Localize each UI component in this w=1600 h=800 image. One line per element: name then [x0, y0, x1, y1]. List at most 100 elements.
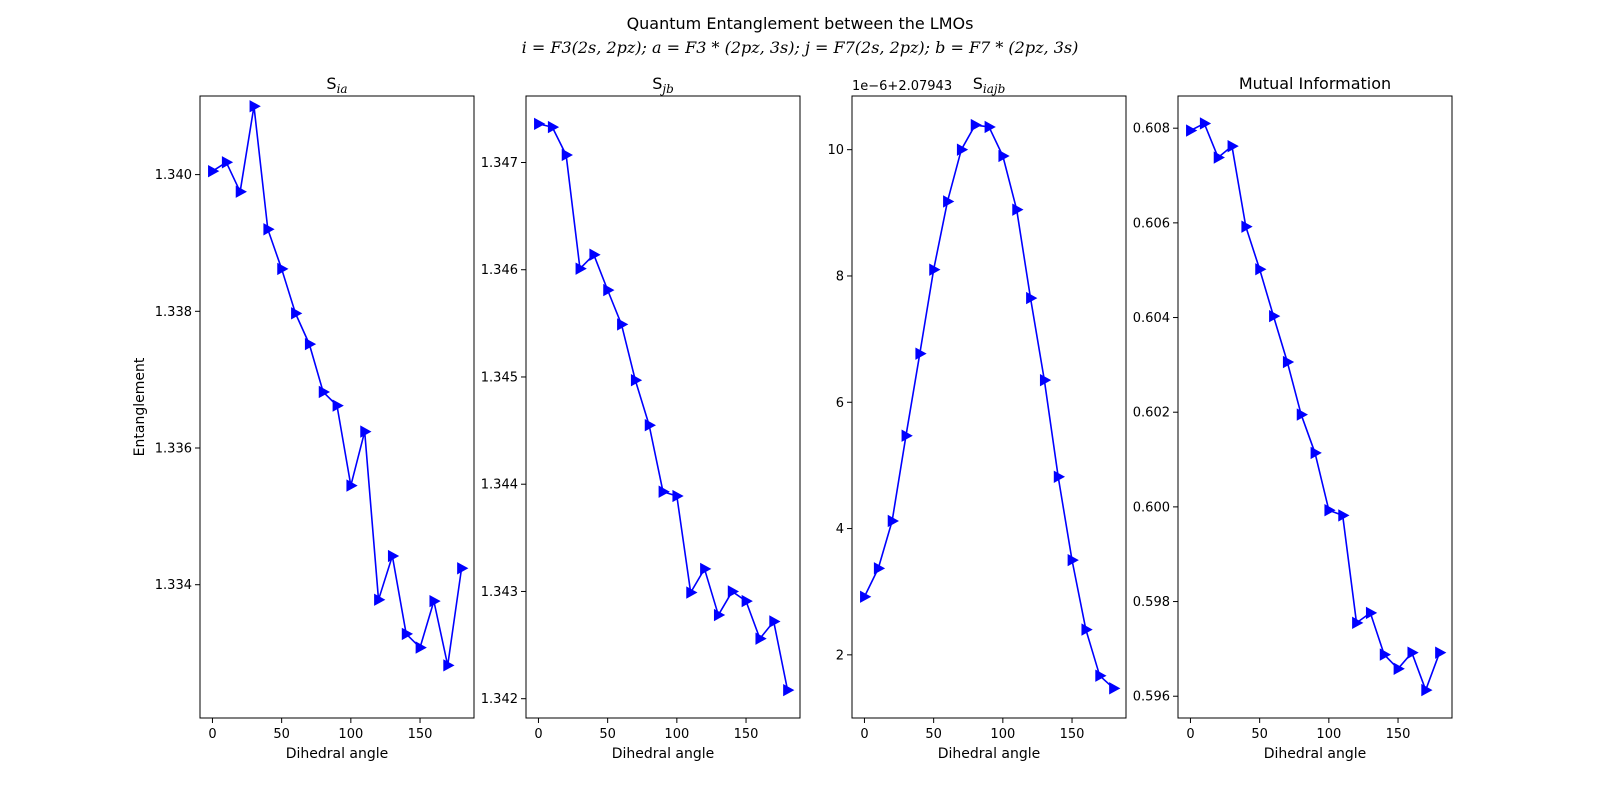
y-tick-label: 1.347	[481, 156, 518, 171]
y-axis-label: Entanglement	[132, 357, 148, 456]
data-point-marker	[263, 223, 275, 236]
data-point-marker	[1186, 124, 1198, 137]
data-point-marker	[235, 185, 247, 198]
data-point-marker	[457, 562, 469, 575]
data-point-marker	[741, 594, 753, 608]
data-point-marker	[727, 585, 740, 598]
plot-frame	[1177, 95, 1453, 719]
subplot-title: Sia	[326, 74, 347, 96]
data-point-marker	[360, 425, 372, 438]
y-tick-label: 0.598	[1133, 595, 1170, 610]
x-tick-label: 50	[273, 727, 290, 742]
y-tick-label: 1.344	[481, 478, 518, 493]
data-point-marker	[1282, 355, 1295, 369]
data-point-marker	[547, 120, 560, 134]
data-point-marker	[672, 489, 684, 503]
x-tick-label: 150	[408, 727, 433, 742]
y-tick-label: 4	[836, 522, 844, 537]
data-point-marker	[304, 337, 317, 351]
data-point-marker	[1053, 470, 1066, 483]
subplot-title-subscript: iajb	[983, 82, 1005, 96]
x-axis-label: Dihedral angle	[1264, 746, 1367, 762]
y-tick-label: 0.604	[1133, 311, 1170, 326]
data-point-marker	[1255, 263, 1267, 276]
data-point-marker	[783, 683, 795, 697]
x-tick-label: 50	[925, 727, 942, 742]
x-tick-label: 0	[208, 727, 216, 742]
data-point-marker	[1435, 646, 1447, 659]
plot-frame	[199, 95, 475, 719]
data-point-marker	[943, 195, 955, 208]
y-tick-label: 0.608	[1133, 122, 1170, 137]
data-point-marker	[1296, 408, 1308, 421]
subplot-1: 0 50 100 150 1.334 1.336 1.338 1.340 Sia Dihedral…	[132, 74, 475, 762]
figure-title: Quantum Entanglement between the LMOs	[627, 14, 974, 33]
data-point-marker	[644, 419, 656, 432]
data-point-marker	[291, 307, 303, 320]
data-point-marker	[534, 117, 546, 131]
subplot-title-subscript: jb	[659, 82, 673, 96]
x-tick-label: 50	[1251, 727, 1268, 742]
y-tick-label: 1.338	[155, 305, 192, 320]
subplot-title: Siajb	[973, 74, 1006, 96]
data-point-marker	[1379, 648, 1392, 661]
data-point-marker	[617, 318, 629, 331]
data-point-marker	[901, 429, 913, 442]
data-point-marker	[221, 156, 234, 169]
data-point-marker	[1109, 682, 1121, 695]
subplot-3: 0 50 100 150 2 4 6 8 10 Siajb 1e−6+2.07943 Dihedral…	[827, 74, 1127, 762]
data-point-marker	[755, 632, 767, 645]
data-point-marker	[346, 479, 358, 492]
data-point-marker	[1039, 373, 1052, 387]
data-point-marker	[429, 594, 441, 608]
y-tick-label: 8	[836, 269, 844, 284]
x-tick-label: 0	[860, 727, 868, 742]
data-point-marker	[1067, 553, 1079, 567]
data-point-marker	[769, 615, 781, 628]
x-tick-label: 150	[1060, 727, 1085, 742]
data-point-marker	[1241, 220, 1253, 233]
y-tick-label: 0.606	[1133, 216, 1170, 231]
data-point-marker	[1199, 117, 1212, 130]
data-point-marker	[208, 165, 220, 178]
y-tick-label: 1.340	[155, 168, 192, 183]
figure-subtitle: i = F3(2s, 2pz); a = F3 * (2pz, 3s); j =…	[522, 38, 1079, 57]
y-tick-label: 1.336	[155, 442, 192, 457]
y-tick-label: 1.345	[481, 370, 518, 385]
data-point-marker	[1213, 151, 1225, 164]
data-point-marker	[956, 143, 969, 156]
y-offset-label: 1e−6+2.07943	[852, 79, 952, 94]
y-tick-label: 0.602	[1133, 406, 1170, 421]
data-point-marker	[1407, 646, 1419, 659]
subplot-title-main: S	[326, 74, 336, 93]
data-point-marker	[1421, 683, 1433, 697]
x-tick-label: 100	[990, 727, 1015, 742]
subplot-2: 0 50 100 150 1.342 1.343 1.344 1.345 1.346 1.347 S…	[481, 74, 801, 762]
data-point-marker	[277, 262, 289, 276]
subplot-title-main: S	[973, 74, 983, 93]
plot-frame	[525, 95, 801, 719]
data-point-marker	[984, 120, 996, 134]
data-point-marker	[249, 100, 261, 113]
x-axis-label: Dihedral angle	[286, 746, 389, 762]
data-point-marker	[970, 118, 982, 132]
x-tick-label: 0	[1186, 727, 1194, 742]
data-point-marker	[887, 514, 899, 528]
plot-frame	[851, 95, 1127, 719]
data-point-marker	[630, 374, 643, 387]
subplot-title: Sjb	[652, 74, 674, 96]
data-point-marker	[686, 586, 698, 599]
x-tick-label: 0	[534, 727, 542, 742]
data-point-marker	[700, 562, 712, 576]
data-point-marker	[873, 562, 886, 575]
subplot-title-subscript: ia	[337, 82, 348, 96]
data-point-marker	[561, 148, 573, 162]
data-point-marker	[713, 608, 726, 622]
y-tick-label: 2	[836, 648, 844, 663]
x-tick-label: 100	[1316, 727, 1341, 742]
data-point-marker	[1227, 140, 1239, 153]
y-tick-label: 0.600	[1133, 500, 1170, 515]
data-point-marker	[387, 549, 400, 563]
data-point-marker	[658, 485, 670, 498]
